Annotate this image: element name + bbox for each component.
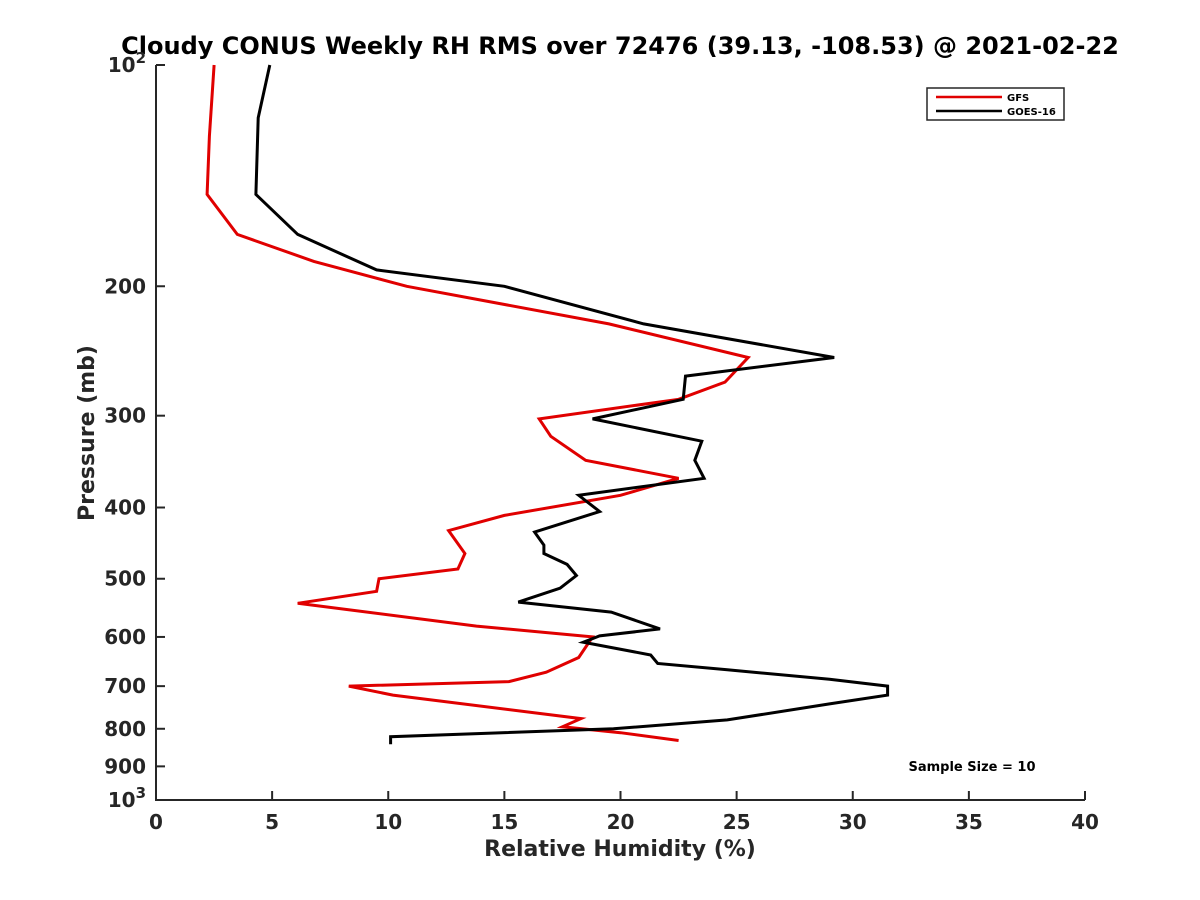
y-tick-label: 800 [104,717,146,741]
y-tick-label: 600 [104,625,146,649]
x-axis-label: Relative Humidity (%) [484,837,756,862]
y-tick-label: 200 [104,274,146,298]
y-axis-label: Pressure (mb) [75,345,100,521]
chart-title: Cloudy CONUS Weekly RH RMS over 72476 (3… [121,32,1119,60]
y-tick-label: 900 [104,754,146,778]
legend-box [926,87,1065,121]
legend-label-goes16: GOES-16 [1007,107,1056,118]
y-tick-label: 700 [104,674,146,698]
y-ticks: 102 200 300 400 500 600 700 800 900 103 [104,49,165,812]
x-ticks: 0 5 10 15 20 25 30 35 40 [149,791,1099,834]
x-tick-label: 25 [723,810,751,834]
legend: GFS GOES-16 [926,87,1065,121]
x-tick-label: 20 [607,810,635,834]
x-tick-label: 40 [1071,810,1099,834]
x-tick-label: 15 [490,810,518,834]
series-line-gfs [205,64,752,742]
y-tick-label: 400 [104,496,146,520]
legend-label-gfs: GFS [1007,93,1029,104]
y-tick-label: 300 [104,404,146,428]
x-tick-label: 30 [839,810,867,834]
y-tick-label: 103 [108,784,146,812]
x-tick-label: 10 [374,810,402,834]
x-tick-label: 5 [265,810,279,834]
series-layer [205,64,890,745]
x-tick-label: 35 [955,810,983,834]
axes-layer [155,65,1085,801]
x-tick-label: 0 [149,810,163,834]
sample-size-annotation: Sample Size = 10 [908,760,1035,775]
y-tick-label: 102 [108,49,146,77]
series-line-goes16 [254,64,890,745]
y-tick-label: 500 [104,567,146,591]
